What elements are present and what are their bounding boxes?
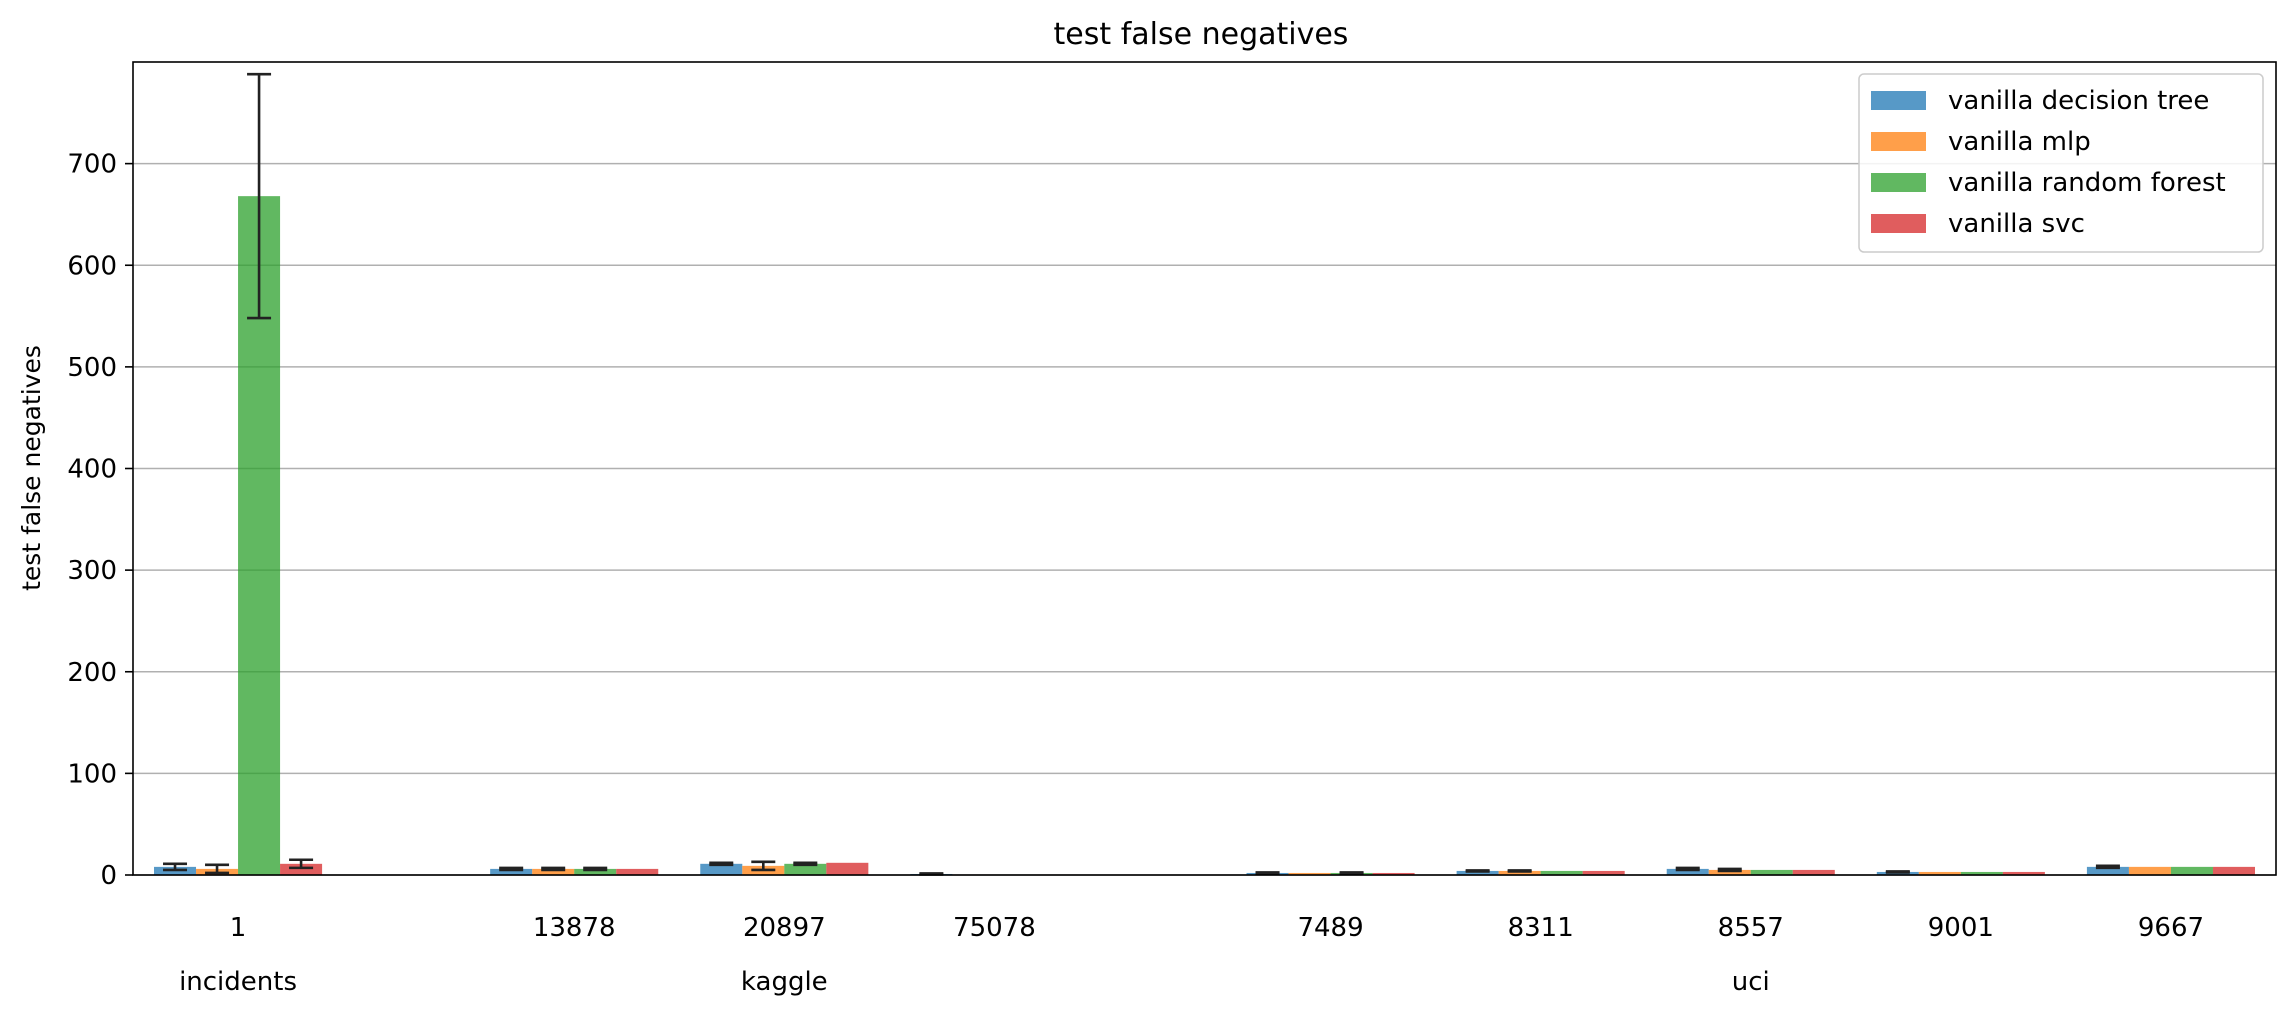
x-tick-label: 7489 [1297,913,1363,943]
y-tick-label: 400 [67,455,117,485]
y-tick-label: 500 [67,353,117,383]
error-bars [163,72,2120,876]
group-label: kaggle [741,967,828,997]
bar [2170,866,2213,875]
group-label: incidents [179,967,297,997]
bar [1792,869,1835,875]
bar [1708,869,1751,875]
x-tick-label: 1 [230,913,247,943]
legend: vanilla decision tree vanilla mlp vanilla … [1858,73,2264,253]
bar [700,863,743,875]
x-tick-label: 20897 [743,913,826,943]
gridlines [133,162,2276,876]
legend-label: vanilla random forest [1948,168,2226,198]
bar [280,863,323,875]
x-tick-label: 9001 [1928,913,1994,943]
x-axis-groups: incidents kaggle uci [179,967,1770,997]
bar [574,868,617,875]
y-tick-label: 0 [100,861,117,891]
chart-title: test false negatives [1054,17,1349,52]
y-tick-label: 600 [67,251,117,281]
bar [1372,872,1415,875]
y-tick-label: 700 [67,150,117,180]
y-axis-label: test false negatives [17,345,46,591]
y-axis-ticks: 0 100 200 300 400 500 600 700 [67,150,133,891]
bar [1288,872,1331,875]
legend-swatch [1871,173,1926,192]
x-tick-label: 9667 [2138,913,2204,943]
bar [1498,870,1541,875]
bar [490,868,533,875]
x-axis-ticks: 1 13878 20897 75078 7489 8311 8557 9001 9667 [230,913,2204,943]
bar [784,863,827,875]
bar [2086,866,2129,875]
bar [1960,871,2003,875]
bar [2128,866,2171,875]
legend-swatch [1871,132,1926,151]
bar [616,868,659,875]
x-tick-label: 8557 [1718,913,1784,943]
bar [1666,868,1709,875]
y-tick-label: 100 [67,759,117,789]
legend-label: vanilla mlp [1948,127,2091,157]
legend-box [1858,73,2264,253]
bar [1750,869,1793,875]
y-tick-label: 200 [67,658,117,688]
x-tick-label: 75078 [953,913,1036,943]
x-tick-label: 13878 [533,913,616,943]
group-label: uci [1732,967,1770,997]
bar [826,862,869,875]
y-tick-label: 300 [67,556,117,586]
bar [1582,870,1625,875]
legend-label: vanilla decision tree [1948,86,2209,116]
x-tick-label: 8311 [1508,913,1574,943]
bar [2212,866,2255,875]
bar [1456,870,1499,875]
bar [1918,871,1961,875]
bar [2002,871,2045,875]
bar [1540,870,1583,875]
legend-label: vanilla svc [1948,209,2085,239]
legend-swatch [1871,214,1926,233]
bar [532,868,575,875]
legend-swatch [1871,91,1926,110]
